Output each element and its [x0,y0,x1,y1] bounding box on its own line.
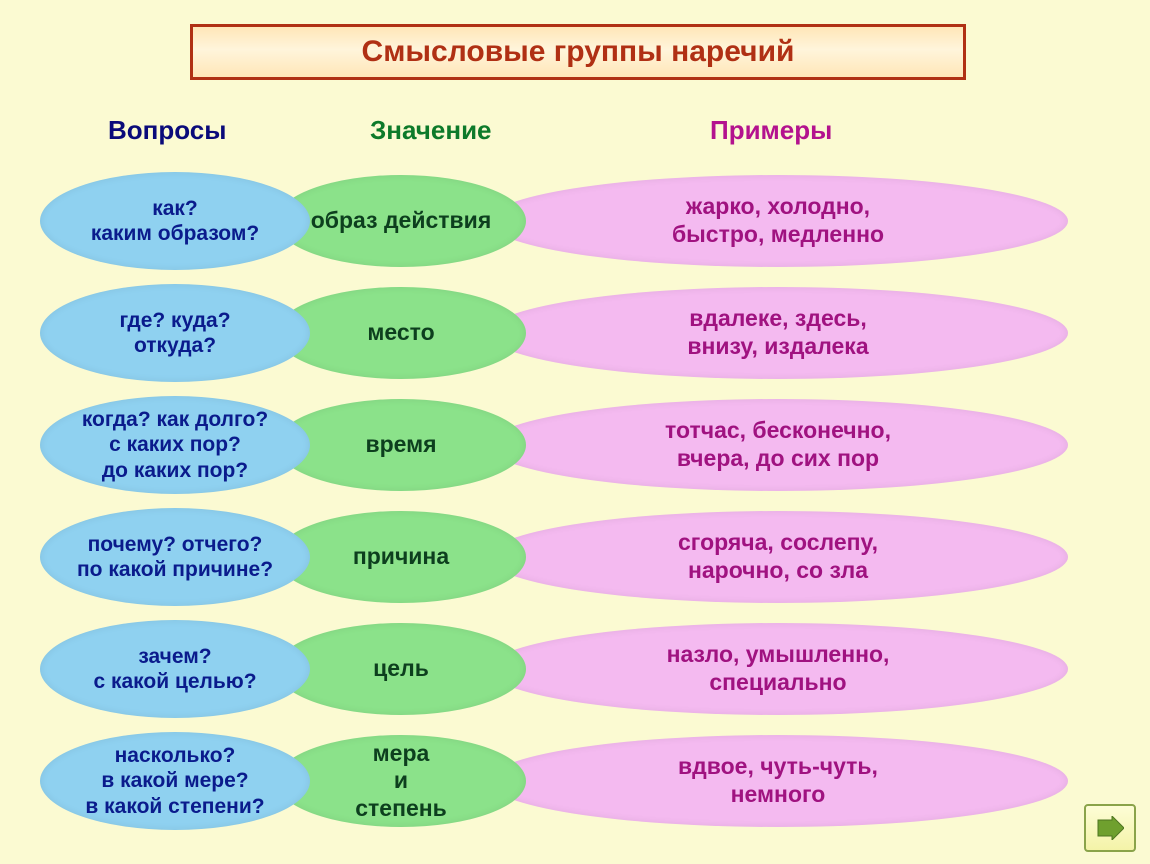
meaning-ellipse: образ действия [276,175,526,267]
next-arrow-icon [1096,816,1124,840]
rows-container: жарко, холодно, быстро, медленно образ де… [0,165,1150,837]
meaning-ellipse: мера и степень [276,735,526,827]
example-ellipse: назло, умышленно, специально [488,623,1068,715]
question-text: когда? как долго? с каких пор? до каких … [82,407,268,483]
question-text: как? каким образом? [91,196,259,246]
meaning-ellipse: время [276,399,526,491]
question-text: почему? отчего? по какой причине? [77,532,273,582]
question-text: где? куда? откуда? [119,308,230,358]
example-text: назло, умышленно, специально [667,641,890,696]
example-text: вдалеке, здесь, внизу, издалека [687,305,868,360]
example-ellipse: сгоряча, сослепу, нарочно, со зла [488,511,1068,603]
row: вдвое, чуть-чуть, немного мера и степень н… [0,725,1150,837]
row: жарко, холодно, быстро, медленно образ де… [0,165,1150,277]
header-examples: Примеры [710,115,832,146]
example-ellipse: вдалеке, здесь, внизу, издалека [488,287,1068,379]
meaning-text: причина [353,543,449,571]
column-headers: Вопросы Значение Примеры [0,115,1150,155]
page-title: Смысловые группы наречий [362,35,795,69]
meaning-ellipse: цель [276,623,526,715]
meaning-ellipse: место [276,287,526,379]
header-questions: Вопросы [108,115,226,146]
example-ellipse: вдвое, чуть-чуть, немного [488,735,1068,827]
example-ellipse: тотчас, бесконечно, вчера, до сих пор [488,399,1068,491]
row: назло, умышленно, специально цель зачем? с… [0,613,1150,725]
meaning-text: образ действия [311,207,492,235]
meaning-text: цель [373,655,429,683]
question-ellipse: зачем? с какой целью? [40,620,310,718]
example-text: жарко, холодно, быстро, медленно [672,193,884,248]
question-ellipse: почему? отчего? по какой причине? [40,508,310,606]
example-text: сгоряча, сослепу, нарочно, со зла [678,529,878,584]
example-ellipse: жарко, холодно, быстро, медленно [488,175,1068,267]
row: сгоряча, сослепу, нарочно, со зла причина… [0,501,1150,613]
question-text: насколько? в какой мере? в какой степени… [85,743,264,819]
question-ellipse: где? куда? откуда? [40,284,310,382]
row: вдалеке, здесь, внизу, издалека место где?… [0,277,1150,389]
example-text: тотчас, бесконечно, вчера, до сих пор [665,417,891,472]
meaning-ellipse: причина [276,511,526,603]
meaning-text: место [367,319,434,347]
next-button[interactable] [1084,804,1136,852]
header-meaning: Значение [370,115,492,146]
meaning-text: мера и степень [355,740,447,823]
title-bar: Смысловые группы наречий [190,24,966,80]
question-ellipse: как? каким образом? [40,172,310,270]
question-ellipse: когда? как долго? с каких пор? до каких … [40,396,310,494]
example-text: вдвое, чуть-чуть, немного [678,753,878,808]
question-text: зачем? с какой целью? [93,644,256,694]
meaning-text: время [365,431,436,459]
row: тотчас, бесконечно, вчера, до сих пор вре… [0,389,1150,501]
question-ellipse: насколько? в какой мере? в какой степени… [40,732,310,830]
